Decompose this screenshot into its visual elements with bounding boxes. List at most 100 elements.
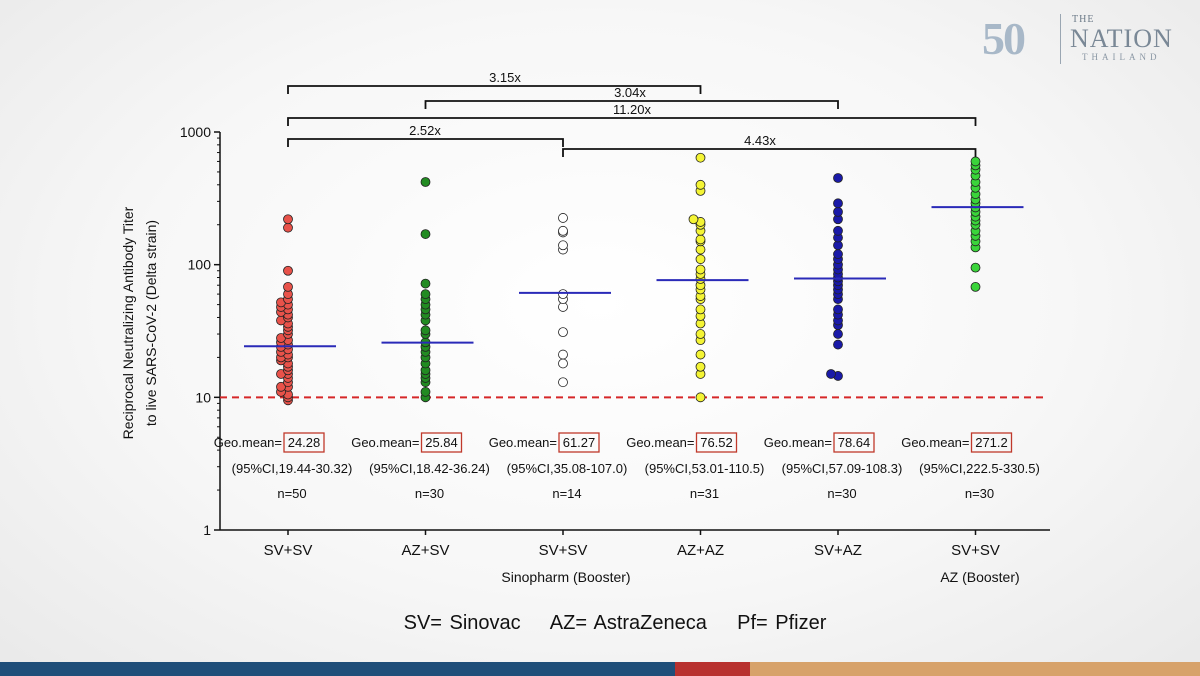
data-point: [833, 173, 843, 183]
data-point: [558, 225, 568, 236]
geo-mean-value: 24.28: [288, 435, 321, 450]
comparison-bracket: [562, 148, 977, 157]
comparison-label: 4.43x: [744, 133, 776, 148]
data-point: [420, 289, 431, 299]
data-point: [695, 244, 706, 255]
n-label: n=30: [965, 486, 994, 501]
data-point: [420, 386, 431, 397]
data-point: [695, 179, 706, 190]
data-point: [826, 369, 836, 379]
x-tick-label: SV+SV: [951, 542, 1000, 559]
data-point: [970, 262, 981, 273]
y-tick-label: 10: [195, 389, 211, 405]
data-point: [695, 264, 706, 275]
geo-mean-prefix: Geo.mean=: [901, 435, 969, 450]
geo-mean-prefix: Geo.mean=: [489, 435, 557, 450]
y-axis-label: Reciprocal Neutralizing Antibody Titer: [120, 206, 136, 439]
geo-mean-value: 271.2: [975, 435, 1008, 450]
bottom-bar-red: [675, 662, 750, 676]
data-point: [283, 214, 293, 225]
data-point: [970, 281, 981, 292]
data-point: [695, 304, 706, 315]
y-tick-label: 100: [188, 257, 212, 273]
data-point: [833, 329, 843, 339]
geo-mean-box: [833, 432, 875, 453]
y-tick-label: 1000: [180, 124, 211, 140]
data-point: [833, 206, 843, 217]
geo-mean-box: [695, 432, 738, 453]
data-point: [283, 281, 293, 292]
logo-the: THE: [1072, 14, 1095, 25]
comparison-bracket: [287, 117, 977, 126]
comparison-label: 11.20x: [613, 102, 652, 117]
ci-label: (95%CI,57.09-108.3): [782, 461, 903, 476]
data-point: [283, 265, 293, 276]
n-label: n=50: [277, 486, 306, 501]
data-point: [420, 177, 431, 187]
geo-mean-prefix: Geo.mean=: [214, 435, 282, 450]
n-label: n=30: [827, 486, 856, 501]
n-label: n=14: [552, 486, 581, 501]
ci-label: (95%CI,18.42-36.24): [369, 461, 490, 476]
comparison-label: 3.04x: [614, 85, 646, 100]
ci-label: (95%CI,53.01-110.5): [645, 461, 765, 476]
data-point: [558, 327, 568, 338]
data-point: [833, 339, 843, 350]
data-point: [558, 240, 568, 251]
y-axis-label-2: to live SARS-CoV-2 (Delta strain): [143, 220, 159, 426]
data-point: [558, 213, 568, 223]
data-point: [558, 289, 568, 299]
ci-label: (95%CI,19.44-30.32): [232, 461, 353, 476]
data-point: [695, 329, 706, 339]
data-point: [833, 225, 843, 236]
x-tick-label: SV+SV: [539, 542, 588, 559]
comparison-bracket: [287, 138, 564, 147]
comparison-label: 2.52x: [409, 123, 441, 138]
data-point: [695, 361, 706, 372]
data-point: [558, 358, 568, 369]
data-point: [695, 152, 706, 163]
geo-mean-box: [420, 432, 463, 453]
geo-mean-box: [283, 432, 325, 453]
bottom-bar-blue: [0, 662, 675, 676]
data-point: [833, 249, 843, 260]
geo-mean-value: 78.64: [838, 435, 871, 450]
logo-thailand: THAILAND: [1082, 52, 1161, 62]
x-tick-label: AZ+AZ: [677, 542, 724, 559]
y-tick-label: 1: [203, 522, 211, 538]
data-point: [420, 229, 431, 239]
data-point: [695, 254, 706, 265]
geo-mean-box: [970, 432, 1013, 453]
geo-mean-value: 25.84: [425, 435, 458, 450]
x-tick-label: SV+AZ: [814, 542, 862, 559]
comparison-label: 3.15x: [489, 70, 521, 85]
logo-nation: NATION: [1070, 24, 1173, 53]
n-label: n=30: [415, 486, 444, 501]
ci-label: (95%CI,35.08-107.0): [507, 461, 628, 476]
data-point: [558, 377, 568, 388]
group-label-sinopharm: Sinopharm (Booster): [501, 569, 630, 585]
data-point: [276, 381, 286, 392]
data-point: [695, 392, 706, 403]
x-tick-label: AZ+SV: [402, 542, 450, 559]
data-point: [833, 198, 843, 209]
abbreviation-legend: SV= Sinovac AZ= AstraZeneca Pf= Pfizer: [403, 612, 827, 634]
n-label: n=31: [690, 486, 719, 501]
x-tick-label: SV+SV: [264, 542, 313, 559]
geo-mean-prefix: Geo.mean=: [764, 435, 832, 450]
data-point: [420, 325, 431, 336]
data-point: [283, 222, 293, 233]
geo-mean-prefix: Geo.mean=: [351, 435, 419, 450]
data-point: [833, 304, 843, 315]
logo-50-years: 50: [982, 13, 1026, 64]
the-nation-logo: 50 THE NATION THAILAND: [982, 8, 1182, 72]
group-label-az: AZ (Booster): [940, 569, 1019, 585]
geo-mean-value: 76.52: [700, 435, 733, 450]
data-point: [558, 349, 568, 360]
data-point: [695, 234, 706, 245]
ci-label: (95%CI,222.5-330.5): [919, 461, 1040, 476]
bottom-bar-tan: [750, 662, 1200, 676]
comparison-bracket: [424, 100, 839, 109]
geo-mean-box: [558, 432, 600, 453]
